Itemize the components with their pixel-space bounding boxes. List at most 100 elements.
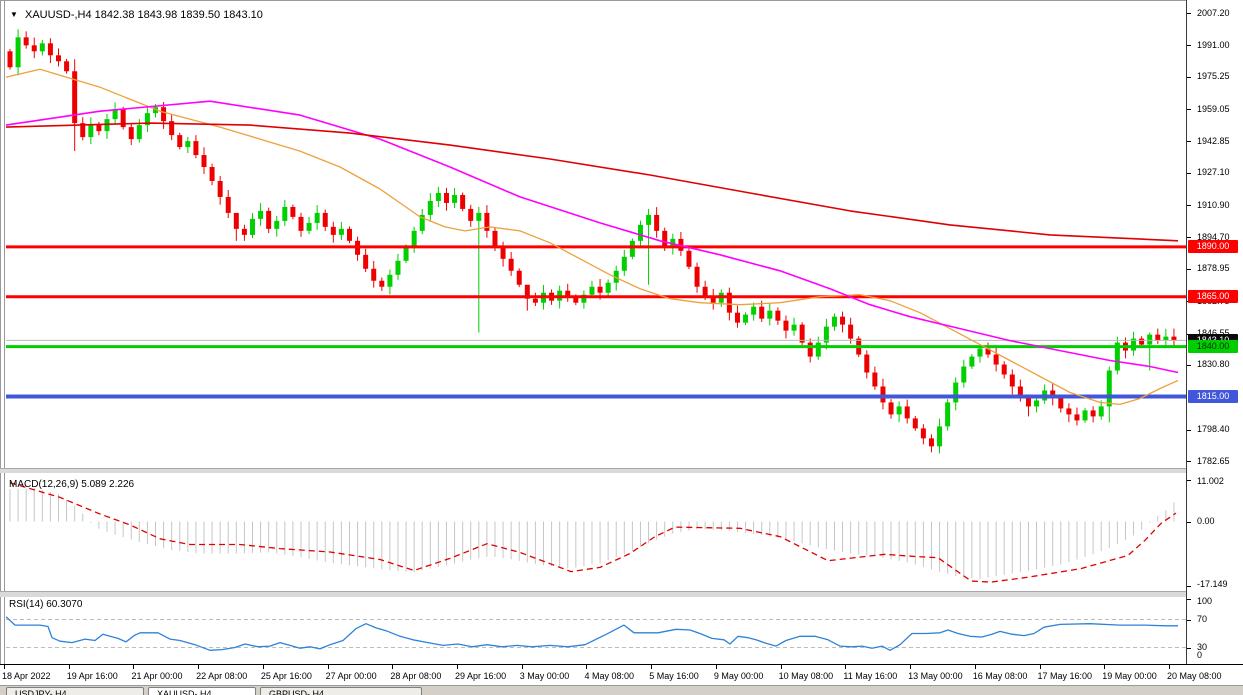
- panel-splitter-macd[interactable]: [0, 468, 1243, 473]
- candle[interactable]: [621, 249, 627, 276]
- candle[interactable]: [945, 399, 951, 431]
- candle[interactable]: [993, 346, 999, 372]
- candle[interactable]: [678, 231, 684, 256]
- candle[interactable]: [1090, 406, 1096, 423]
- panel-splitter-rsi[interactable]: [0, 591, 1243, 597]
- candle[interactable]: [225, 190, 231, 218]
- candle[interactable]: [1082, 408, 1088, 423]
- candle[interactable]: [1163, 328, 1169, 348]
- chart-tab-xauusdh4[interactable]: XAUUSD-,H4: [148, 687, 256, 695]
- candle[interactable]: [1171, 328, 1177, 348]
- candle[interactable]: [872, 366, 878, 390]
- candle[interactable]: [565, 283, 571, 302]
- candle[interactable]: [193, 135, 199, 159]
- main-price-chart[interactable]: [6, 6, 1186, 468]
- candle[interactable]: [363, 248, 369, 273]
- candle[interactable]: [306, 216, 312, 235]
- candle[interactable]: [775, 307, 781, 325]
- candle[interactable]: [1098, 400, 1104, 420]
- candle[interactable]: [920, 424, 926, 445]
- candle[interactable]: [896, 401, 902, 423]
- candle[interactable]: [185, 136, 191, 154]
- candle[interactable]: [743, 312, 749, 326]
- candle[interactable]: [217, 175, 223, 205]
- candle[interactable]: [64, 58, 70, 74]
- candle[interactable]: [427, 193, 433, 222]
- candle[interactable]: [201, 147, 207, 174]
- candle[interactable]: [751, 302, 757, 321]
- candle[interactable]: [112, 102, 118, 125]
- candle[interactable]: [581, 290, 587, 309]
- candle[interactable]: [330, 221, 336, 243]
- candle[interactable]: [47, 38, 53, 64]
- candle[interactable]: [654, 207, 660, 238]
- candle[interactable]: [848, 317, 854, 344]
- candle[interactable]: [1131, 331, 1137, 356]
- candle[interactable]: [1001, 361, 1007, 379]
- candle[interactable]: [55, 48, 61, 67]
- candle[interactable]: [371, 260, 377, 288]
- candle[interactable]: [1114, 336, 1120, 375]
- candle[interactable]: [80, 117, 86, 141]
- candle[interactable]: [443, 187, 449, 211]
- candle[interactable]: [532, 292, 538, 306]
- candle[interactable]: [508, 251, 514, 276]
- candle[interactable]: [799, 322, 805, 345]
- candle[interactable]: [379, 277, 385, 291]
- candle[interactable]: [346, 226, 352, 244]
- chart-tab-usdjpyh4[interactable]: USDJPY-,H4: [6, 687, 144, 695]
- candle[interactable]: [476, 206, 482, 333]
- candle[interactable]: [249, 212, 255, 239]
- candle[interactable]: [120, 106, 126, 130]
- candle[interactable]: [39, 40, 45, 56]
- candle[interactable]: [72, 59, 78, 152]
- candle[interactable]: [144, 105, 150, 133]
- candle[interactable]: [888, 399, 894, 419]
- candle[interactable]: [1074, 407, 1080, 426]
- candle[interactable]: [419, 208, 425, 235]
- candle[interactable]: [290, 204, 296, 220]
- candle[interactable]: [460, 192, 466, 212]
- candle[interactable]: [767, 302, 773, 326]
- time-axis[interactable]: 18 Apr 2022 19 Apr 16:00 21 Apr 00:00 22 Ap…: [0, 664, 1243, 686]
- candle[interactable]: [831, 313, 837, 331]
- macd-panel[interactable]: [6, 472, 1186, 591]
- candle[interactable]: [88, 117, 94, 144]
- candle[interactable]: [233, 212, 239, 241]
- candle[interactable]: [1042, 384, 1048, 404]
- candle[interactable]: [274, 215, 280, 237]
- candle[interactable]: [694, 262, 700, 293]
- candle[interactable]: [7, 48, 13, 70]
- candle[interactable]: [969, 354, 975, 369]
- candle[interactable]: [266, 207, 272, 234]
- candle[interactable]: [161, 102, 167, 129]
- rsi-panel[interactable]: [6, 596, 1186, 664]
- candle[interactable]: [783, 315, 789, 339]
- candle[interactable]: [961, 359, 967, 388]
- candle[interactable]: [1025, 396, 1031, 417]
- candle[interactable]: [128, 122, 134, 146]
- candle[interactable]: [1066, 403, 1072, 423]
- candle[interactable]: [23, 31, 29, 49]
- candle[interactable]: [937, 418, 943, 454]
- candle[interactable]: [1050, 382, 1056, 406]
- candle[interactable]: [452, 188, 458, 209]
- candle[interactable]: [31, 37, 37, 59]
- candle[interactable]: [411, 226, 417, 253]
- candle[interactable]: [387, 269, 393, 295]
- candle[interactable]: [258, 203, 264, 226]
- candle[interactable]: [734, 305, 740, 328]
- candle[interactable]: [904, 399, 910, 424]
- candle[interactable]: [637, 220, 643, 247]
- candle[interactable]: [209, 163, 215, 186]
- candle[interactable]: [710, 288, 716, 310]
- candle[interactable]: [807, 338, 813, 363]
- candle[interactable]: [880, 378, 886, 410]
- candle[interactable]: [241, 224, 247, 241]
- candle[interactable]: [395, 253, 401, 280]
- candle[interactable]: [516, 268, 522, 288]
- candle[interactable]: [177, 132, 183, 150]
- candle[interactable]: [840, 311, 846, 333]
- chart-tab-gbpusdh4[interactable]: GBPUSD-,H4: [260, 687, 422, 695]
- chevron-down-icon[interactable]: ▼: [10, 10, 18, 19]
